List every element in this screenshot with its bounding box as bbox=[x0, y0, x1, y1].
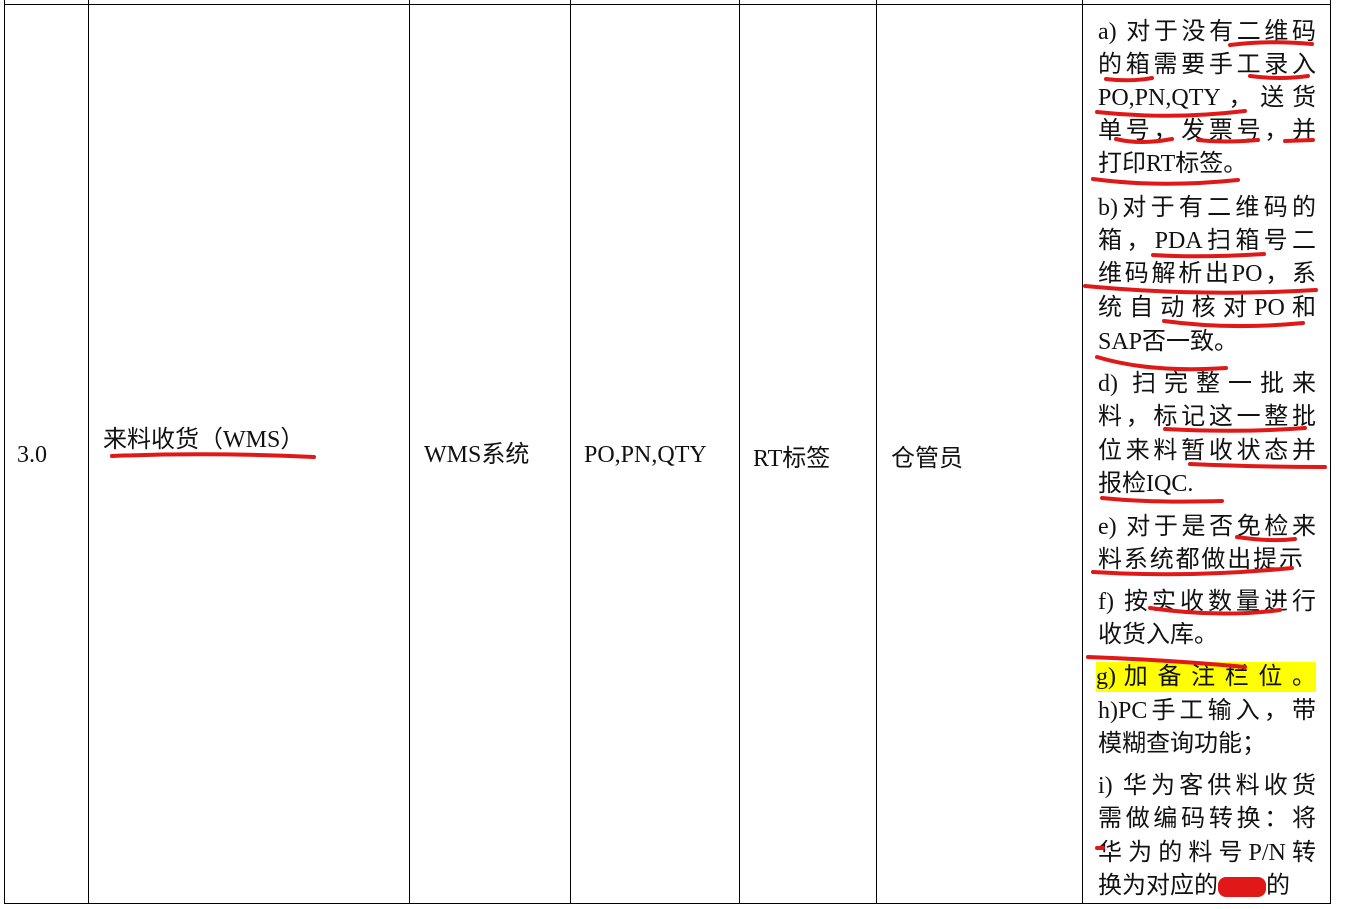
column-divider bbox=[876, 0, 877, 904]
column-divider bbox=[88, 0, 89, 904]
output-label: RT标签 bbox=[753, 446, 831, 472]
column-divider bbox=[1330, 0, 1331, 904]
description-line: 位来料暂收状态并 bbox=[1098, 438, 1316, 464]
column-divider bbox=[570, 0, 571, 904]
description-line: b)对于有二维码的 bbox=[1098, 195, 1316, 221]
description-line: 报检IQC. bbox=[1098, 471, 1194, 497]
description-line: 单号，发票号，并 bbox=[1098, 118, 1316, 144]
description-line: 换为对应的 的 bbox=[1098, 871, 1316, 901]
description-line: e) 对于是否免检来 bbox=[1098, 514, 1316, 540]
description-line: a) 对于没有二维码 bbox=[1098, 19, 1316, 45]
redaction-mark bbox=[1218, 877, 1266, 898]
description-line: 华为的料号P/N转 bbox=[1098, 840, 1316, 866]
highlighted-description-line: g) 加 备 注 栏 位 。 bbox=[1096, 662, 1316, 692]
description-line: 模糊查询功能； bbox=[1098, 731, 1266, 757]
table-bottom-border bbox=[4, 903, 1331, 904]
description-line: d) 扫完整一批来 bbox=[1098, 371, 1316, 397]
description-line: f) 按实收数量进行 bbox=[1098, 589, 1316, 615]
description-line: i) 华为客供料收货 bbox=[1098, 773, 1316, 799]
column-divider bbox=[409, 0, 410, 904]
system-name: WMS系统 bbox=[424, 442, 530, 468]
description-line: 的箱需要手工录入 bbox=[1098, 52, 1316, 78]
underline-stroke bbox=[1091, 177, 1240, 186]
role: 仓管员 bbox=[891, 446, 963, 472]
description-line: PO,PN,QTY，送货 bbox=[1098, 85, 1316, 111]
description-text: 的 bbox=[1266, 873, 1290, 899]
description-line: h)PC手工输入，带 bbox=[1098, 698, 1316, 724]
description-line: 料系统都做出提示 bbox=[1098, 547, 1303, 573]
table-top-border bbox=[4, 4, 1331, 5]
description-line: 收货入库。 bbox=[1098, 622, 1218, 648]
process-name: 来料收货（WMS） bbox=[103, 427, 305, 453]
column-divider bbox=[739, 0, 740, 904]
description-line: 打印RT标签。 bbox=[1098, 151, 1248, 177]
description-line: 维码解析出PO，系 bbox=[1098, 261, 1316, 287]
column-divider bbox=[1082, 0, 1083, 904]
description-line: 箱，PDA扫箱号二 bbox=[1098, 228, 1316, 254]
row-number: 3.0 bbox=[17, 442, 47, 468]
column-divider bbox=[4, 0, 5, 904]
description-line: 需做编码转换：将 bbox=[1098, 806, 1316, 832]
description-line: 料，标记这一整批 bbox=[1098, 404, 1316, 430]
underline-stroke bbox=[1095, 355, 1228, 372]
description-line: 统自动核对PO和 bbox=[1098, 295, 1316, 321]
input-fields: PO,PN,QTY bbox=[584, 442, 707, 468]
description-text: 换为对应的 bbox=[1098, 873, 1218, 899]
description-line: SAP否一致。 bbox=[1098, 329, 1239, 355]
